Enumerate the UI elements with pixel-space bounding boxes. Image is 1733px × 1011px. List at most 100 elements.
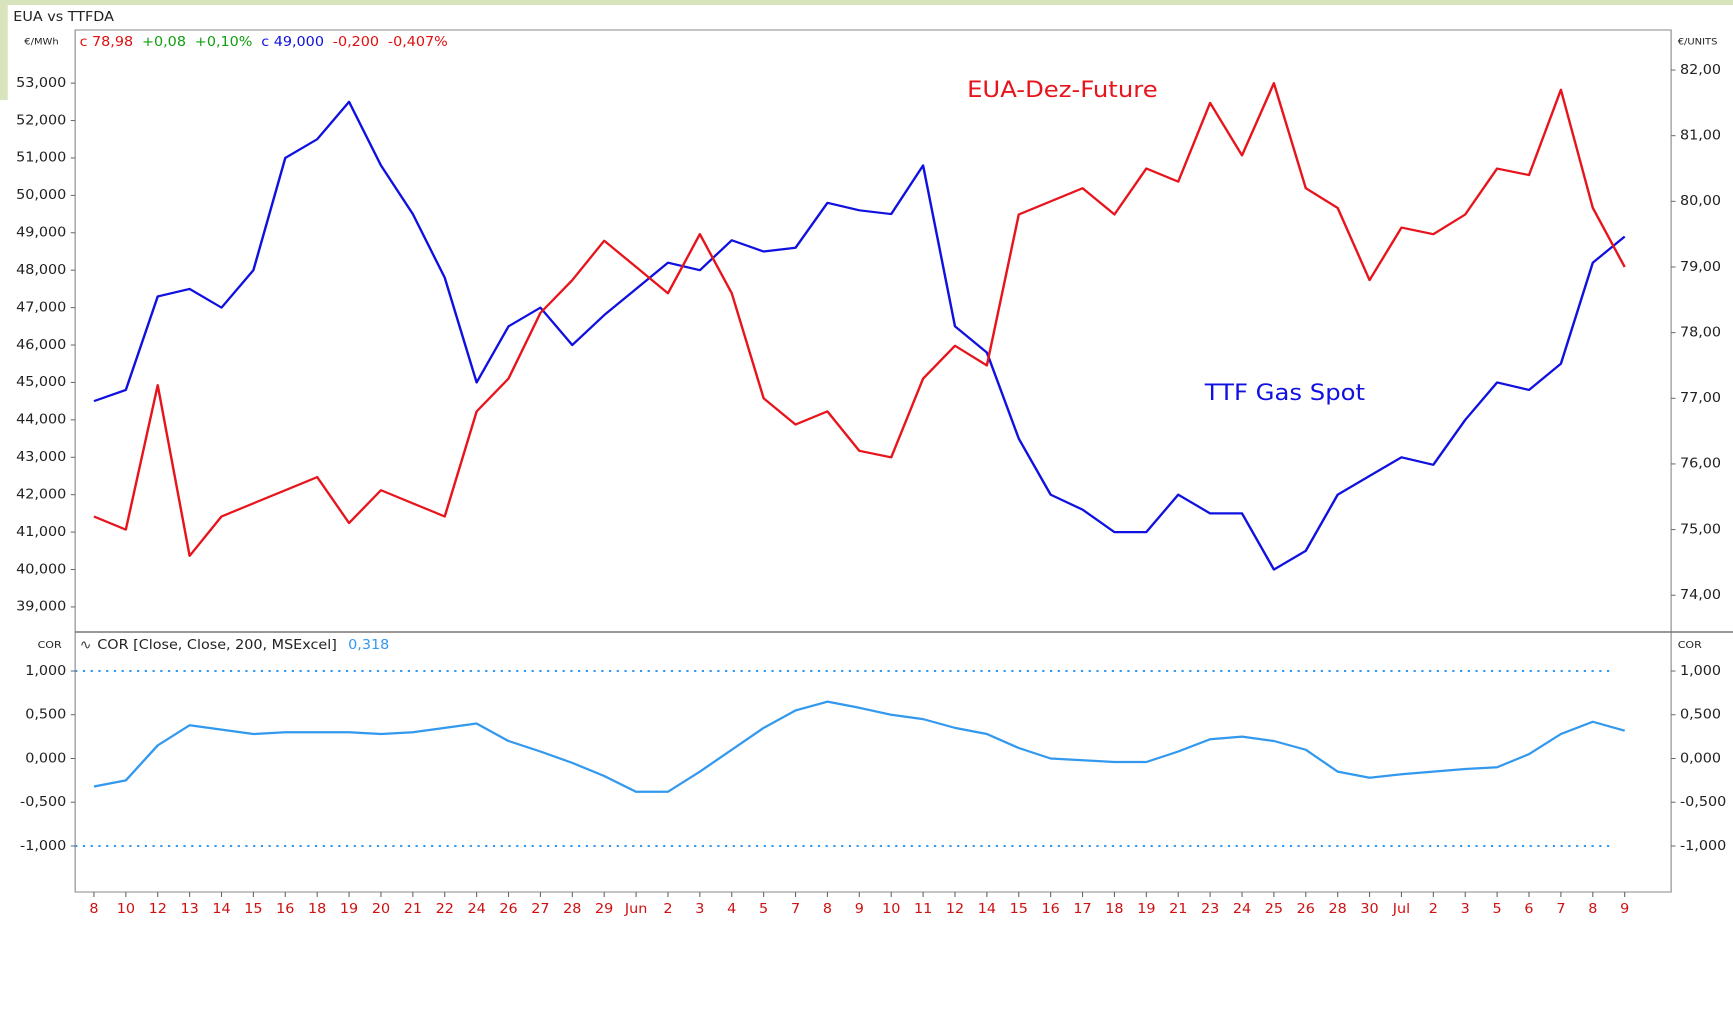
x-tick-label: 19 bbox=[1137, 901, 1155, 916]
x-tick-label: 18 bbox=[1105, 901, 1123, 916]
x-tick-label: 3 bbox=[695, 901, 704, 916]
tick-label: 47,000 bbox=[16, 300, 66, 315]
y-axis-label: COR bbox=[38, 639, 62, 650]
x-tick-label: 7 bbox=[1556, 901, 1565, 916]
header-value: +0,08 bbox=[142, 34, 186, 49]
frame-top bbox=[0, 0, 1733, 5]
indicator-icon: ∿ bbox=[80, 637, 92, 652]
x-tick-label: 9 bbox=[1620, 901, 1629, 916]
header-value: c 49,000 bbox=[261, 34, 324, 49]
x-tick-label: 18 bbox=[308, 901, 326, 916]
x-tick-label: 16 bbox=[1042, 901, 1060, 916]
x-tick-label: 4 bbox=[727, 901, 736, 916]
tick-label: 1,000 bbox=[1680, 663, 1721, 678]
x-tick-label: 27 bbox=[531, 901, 549, 916]
tick-label: 81,00 bbox=[1680, 128, 1721, 143]
tick-label: 79,00 bbox=[1680, 259, 1721, 274]
tick-label: 40,000 bbox=[16, 562, 66, 577]
tick-label: 49,000 bbox=[16, 225, 66, 240]
chart-title: EUA vs TTFDA bbox=[13, 9, 114, 24]
x-tick-label: 10 bbox=[882, 901, 900, 916]
x-tick-label: 26 bbox=[1297, 901, 1315, 916]
series-line bbox=[93, 700, 1626, 793]
x-tick-label: 14 bbox=[978, 901, 996, 916]
header-value: +0,10% bbox=[195, 34, 253, 49]
indicator-title: COR [Close, Close, 200, MSExcel] bbox=[97, 637, 337, 652]
x-tick-label: 26 bbox=[499, 901, 517, 916]
tick-label: 41,000 bbox=[16, 525, 66, 540]
frame-left bbox=[0, 0, 8, 100]
tick-label: 42,000 bbox=[16, 487, 66, 502]
x-tick-label: 23 bbox=[1201, 901, 1219, 916]
x-tick-label: 8 bbox=[823, 901, 832, 916]
x-tick-label: 12 bbox=[149, 901, 167, 916]
x-tick-label: 20 bbox=[372, 901, 390, 916]
tick-label: 0,500 bbox=[25, 707, 66, 722]
tick-label: 1,000 bbox=[25, 663, 66, 678]
x-tick-label: 16 bbox=[276, 901, 294, 916]
tick-label: 76,00 bbox=[1680, 456, 1721, 471]
x-tick-label: Jul bbox=[1392, 901, 1410, 916]
x-tick-label: 29 bbox=[595, 901, 613, 916]
plot-frame bbox=[74, 29, 1672, 893]
x-tick-label: 19 bbox=[340, 901, 358, 916]
tick-label: -1,000 bbox=[20, 838, 66, 853]
header-value: -0,407% bbox=[388, 34, 448, 49]
y2-axis-label: COR bbox=[1678, 639, 1702, 650]
tick-label: -0,500 bbox=[20, 795, 66, 810]
x-tick-label: 13 bbox=[180, 901, 198, 916]
x-tick-label: 11 bbox=[914, 901, 932, 916]
tick-label: 50,000 bbox=[16, 188, 66, 203]
annotation: EUA-Dez-Future bbox=[967, 77, 1158, 103]
annotation: TTF Gas Spot bbox=[1204, 380, 1365, 406]
series-line bbox=[93, 82, 1626, 557]
tick-label: 51,000 bbox=[16, 150, 66, 165]
x-tick-label: 15 bbox=[1010, 901, 1028, 916]
tick-label: 0,000 bbox=[1680, 751, 1721, 766]
tick-label: 74,00 bbox=[1680, 588, 1721, 603]
tick-label: 43,000 bbox=[16, 450, 66, 465]
x-tick-label: 28 bbox=[563, 901, 581, 916]
x-tick-label: 24 bbox=[1233, 901, 1251, 916]
x-tick-label: 14 bbox=[212, 901, 230, 916]
x-tick-label: 10 bbox=[117, 901, 135, 916]
tick-label: 77,00 bbox=[1680, 391, 1721, 406]
x-tick-label: 30 bbox=[1360, 901, 1378, 916]
indicator-value: 0,318 bbox=[348, 637, 389, 652]
tick-label: 75,00 bbox=[1680, 522, 1721, 537]
tick-label: -1,000 bbox=[1680, 838, 1726, 853]
x-tick-label: Jun bbox=[624, 901, 647, 916]
tick-label: 52,000 bbox=[16, 113, 66, 128]
tick-label: 39,000 bbox=[16, 599, 66, 614]
x-tick-label: 28 bbox=[1329, 901, 1347, 916]
tick-label: 0,500 bbox=[1680, 707, 1721, 722]
header-value: -0,200 bbox=[333, 34, 379, 49]
series-line bbox=[93, 100, 1626, 571]
x-tick-label: 22 bbox=[436, 901, 454, 916]
x-tick-label: 15 bbox=[244, 901, 262, 916]
tick-label: 44,000 bbox=[16, 412, 66, 427]
tick-label: 78,00 bbox=[1680, 325, 1721, 340]
tick-label: 48,000 bbox=[16, 263, 66, 278]
x-tick-label: 2 bbox=[663, 901, 672, 916]
x-tick-label: 9 bbox=[855, 901, 864, 916]
x-tick-label: 21 bbox=[1169, 901, 1187, 916]
x-tick-label: 7 bbox=[791, 901, 800, 916]
x-tick-label: 12 bbox=[946, 901, 964, 916]
tick-label: 0,000 bbox=[25, 751, 66, 766]
x-tick-label: 21 bbox=[404, 901, 422, 916]
x-tick-label: 2 bbox=[1429, 901, 1438, 916]
tick-label: 46,000 bbox=[16, 337, 66, 352]
x-tick-label: 25 bbox=[1265, 901, 1283, 916]
y2-axis-label: €/UNITS bbox=[1678, 37, 1718, 47]
x-tick-label: 6 bbox=[1524, 901, 1533, 916]
x-tick-label: 8 bbox=[89, 901, 98, 916]
tick-label: -0,500 bbox=[1680, 795, 1726, 810]
x-tick-label: 17 bbox=[1073, 901, 1091, 916]
x-tick-label: 24 bbox=[467, 901, 485, 916]
tick-label: 80,00 bbox=[1680, 194, 1721, 209]
x-tick-label: 5 bbox=[1493, 901, 1502, 916]
